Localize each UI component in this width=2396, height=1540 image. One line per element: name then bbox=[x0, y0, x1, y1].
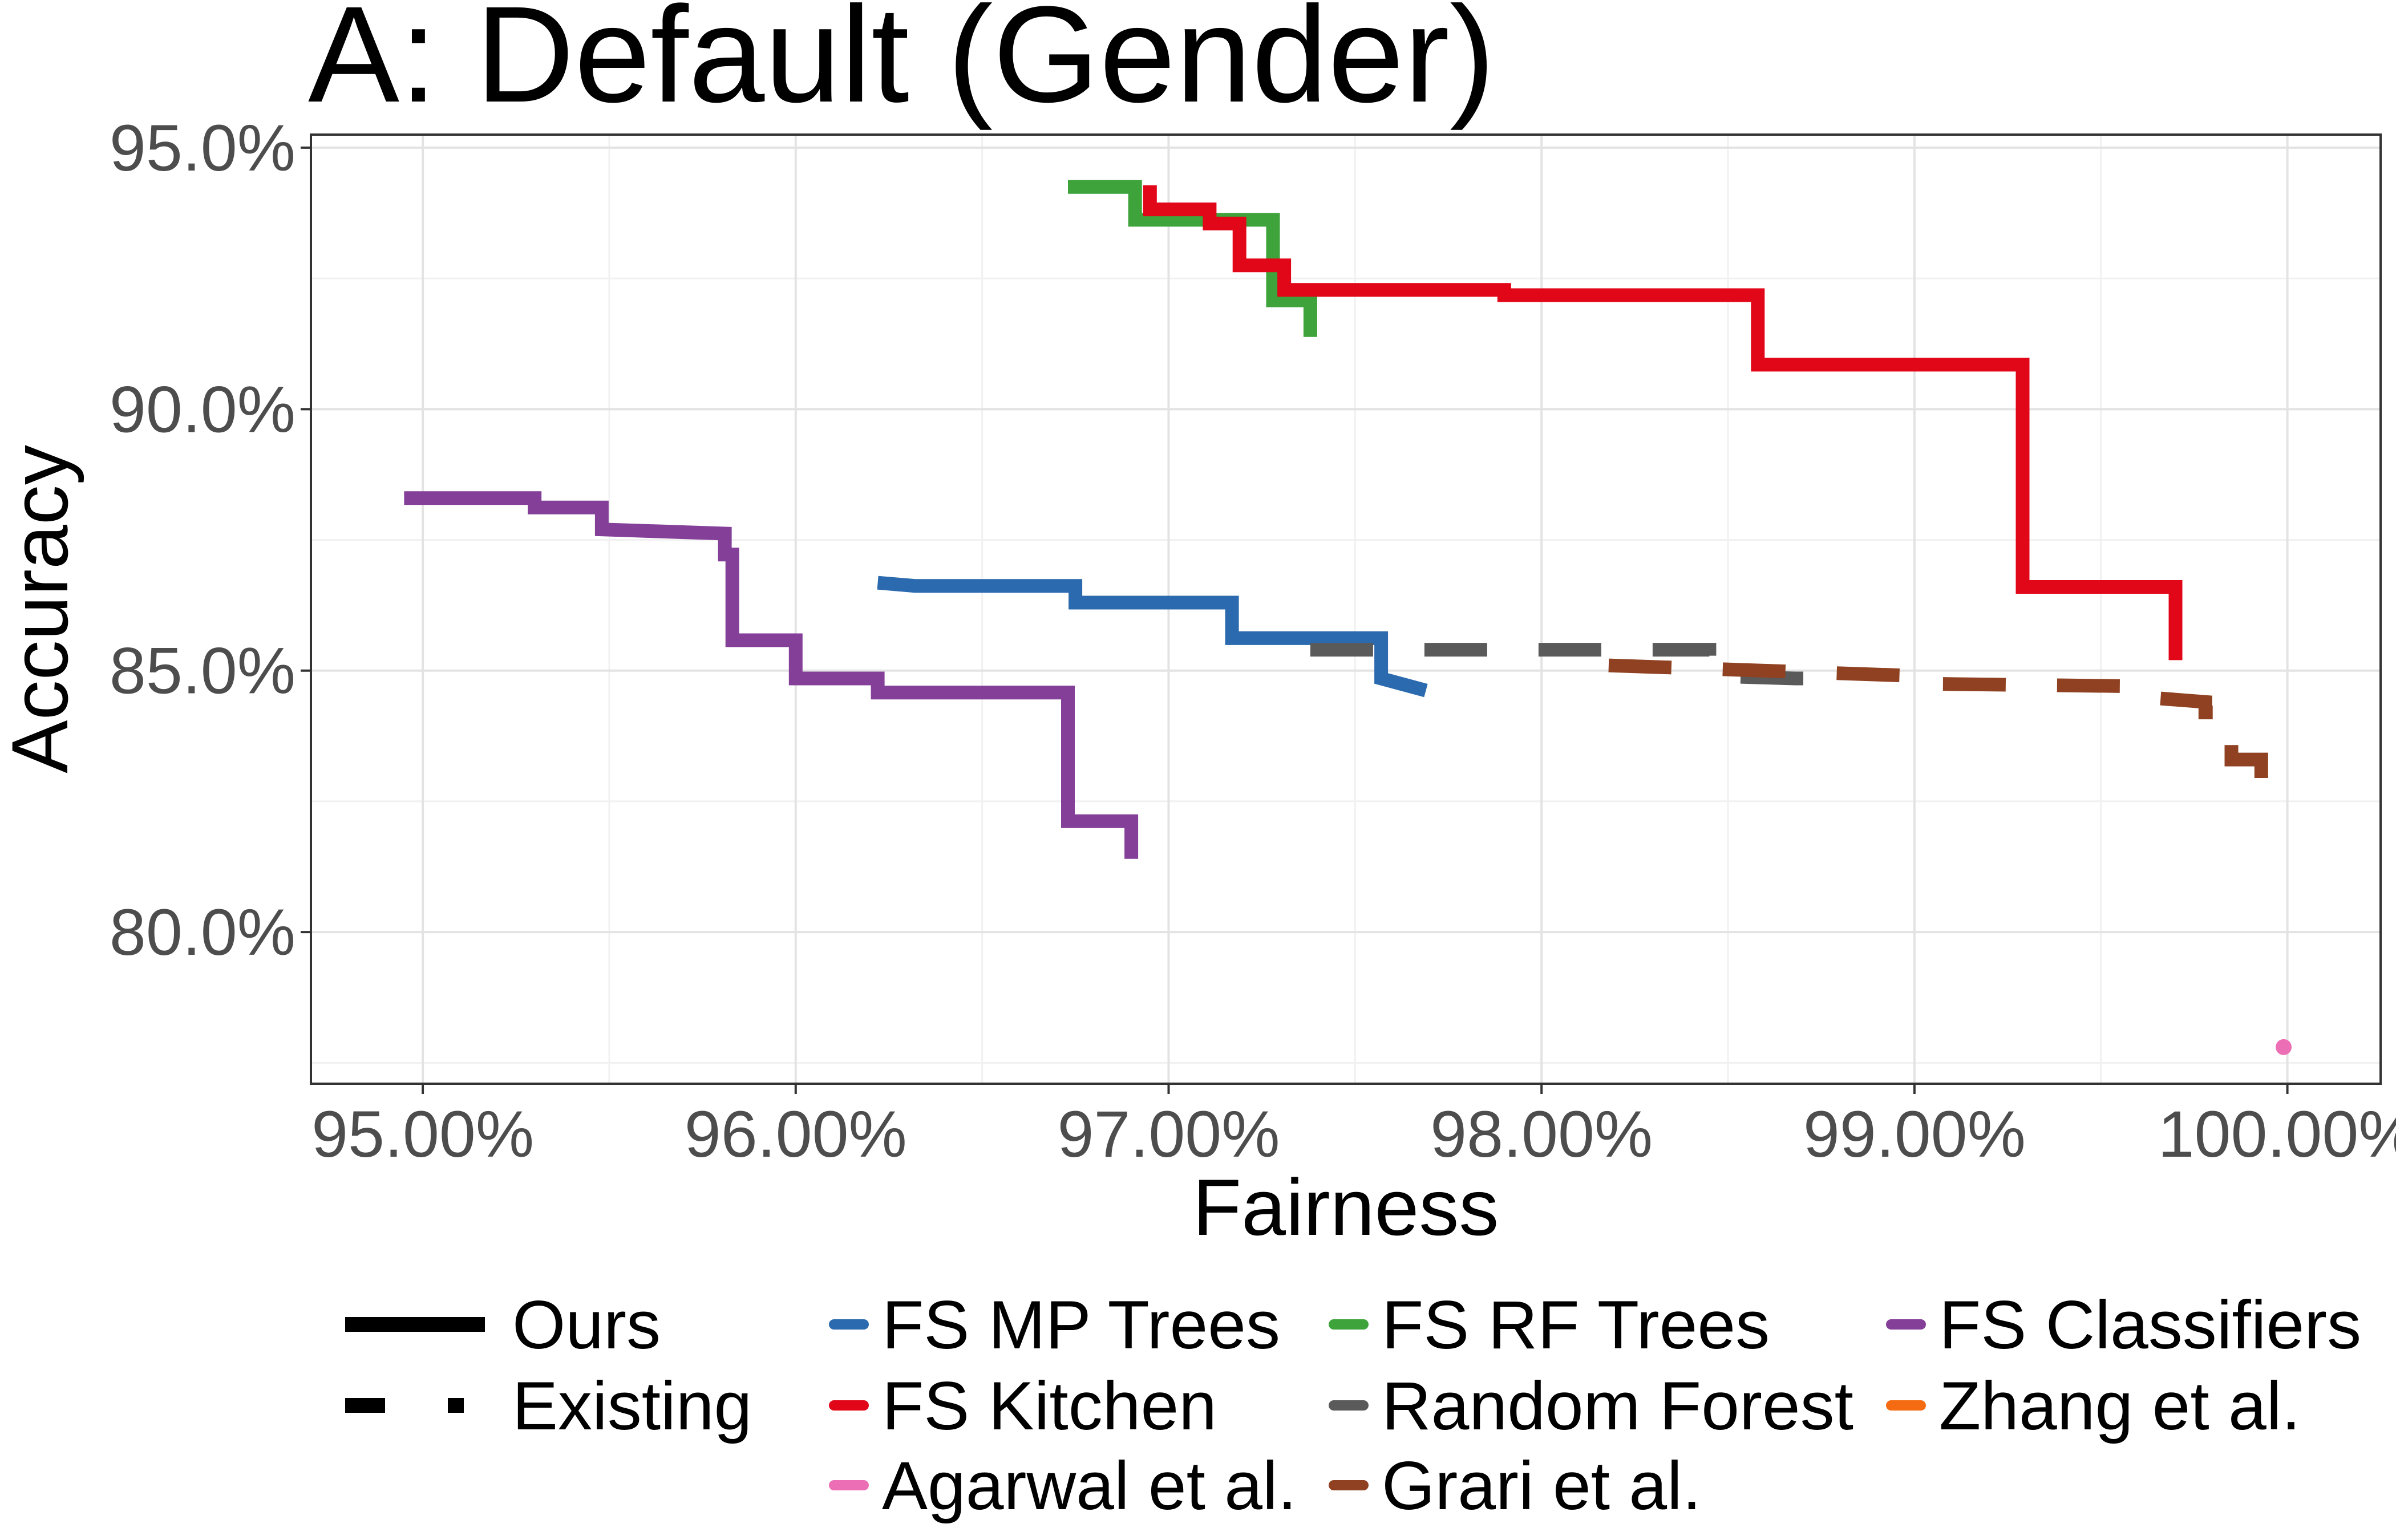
series-line-fs-classifiers bbox=[404, 491, 1139, 859]
series-line-fs-rf-trees bbox=[1068, 180, 1317, 337]
series-point-agarwal-et-al bbox=[2276, 1039, 2292, 1055]
x-axis: 95.00% 96.00% 97.00% 98.00% 99.00% 100.00% bbox=[311, 1084, 2396, 1171]
chart-title: A: Default (Gender) bbox=[308, 0, 1495, 131]
legend-label-fs-kitchen: FS Kitchen bbox=[882, 1368, 1217, 1444]
x-tick-label-3: 98.00% bbox=[1430, 1098, 1653, 1171]
plot-panel-border bbox=[310, 133, 2382, 1085]
grid bbox=[311, 135, 2381, 1084]
series-line-fs-mp-trees bbox=[877, 576, 1428, 698]
y-tick-label-2: 90.0% bbox=[110, 373, 296, 446]
y-axis-label: Accuracy bbox=[0, 445, 84, 773]
x-tick-label-2: 97.00% bbox=[1057, 1098, 1280, 1171]
legend-label-ours: Ours bbox=[512, 1287, 661, 1363]
legend-label-existing: Existing bbox=[512, 1368, 752, 1444]
y-tick-label-3: 95.0% bbox=[110, 112, 296, 185]
series-line-fs-kitchen bbox=[1143, 185, 2183, 660]
x-tick-label-5: 100.00% bbox=[2158, 1098, 2396, 1171]
legend-label-fs-rf-trees: FS RF Trees bbox=[1382, 1287, 1770, 1363]
x-tick-label-0: 95.00% bbox=[311, 1098, 534, 1171]
x-tick-label-1: 96.00% bbox=[685, 1098, 907, 1171]
legend-label-agarwal-et-al: Agarwal et al. bbox=[882, 1448, 1297, 1524]
legend-label-fs-mp-trees: FS MP Trees bbox=[882, 1287, 1280, 1363]
series-layer bbox=[404, 180, 2292, 1055]
y-tick-label-1: 85.0% bbox=[110, 635, 296, 708]
legend-label-zhang-et-al: Zhang et al. bbox=[1939, 1368, 2301, 1444]
x-axis-label: Fairness bbox=[1193, 1162, 1499, 1252]
legend-label-grari-et-al: Grari et al. bbox=[1382, 1448, 1701, 1524]
y-axis: 80.0% 85.0% 90.0% 95.0% bbox=[110, 112, 311, 969]
x-tick-label-4: 99.00% bbox=[1803, 1098, 2026, 1171]
series-line-random-forest bbox=[1310, 643, 1818, 686]
y-tick-label-0: 80.0% bbox=[110, 896, 296, 969]
series-line-grari-et-al bbox=[1608, 658, 2268, 817]
legend-label-fs-classifiers: FS Classifiers bbox=[1939, 1287, 2361, 1363]
legend-label-random-forest: Random Forest bbox=[1382, 1368, 1853, 1444]
